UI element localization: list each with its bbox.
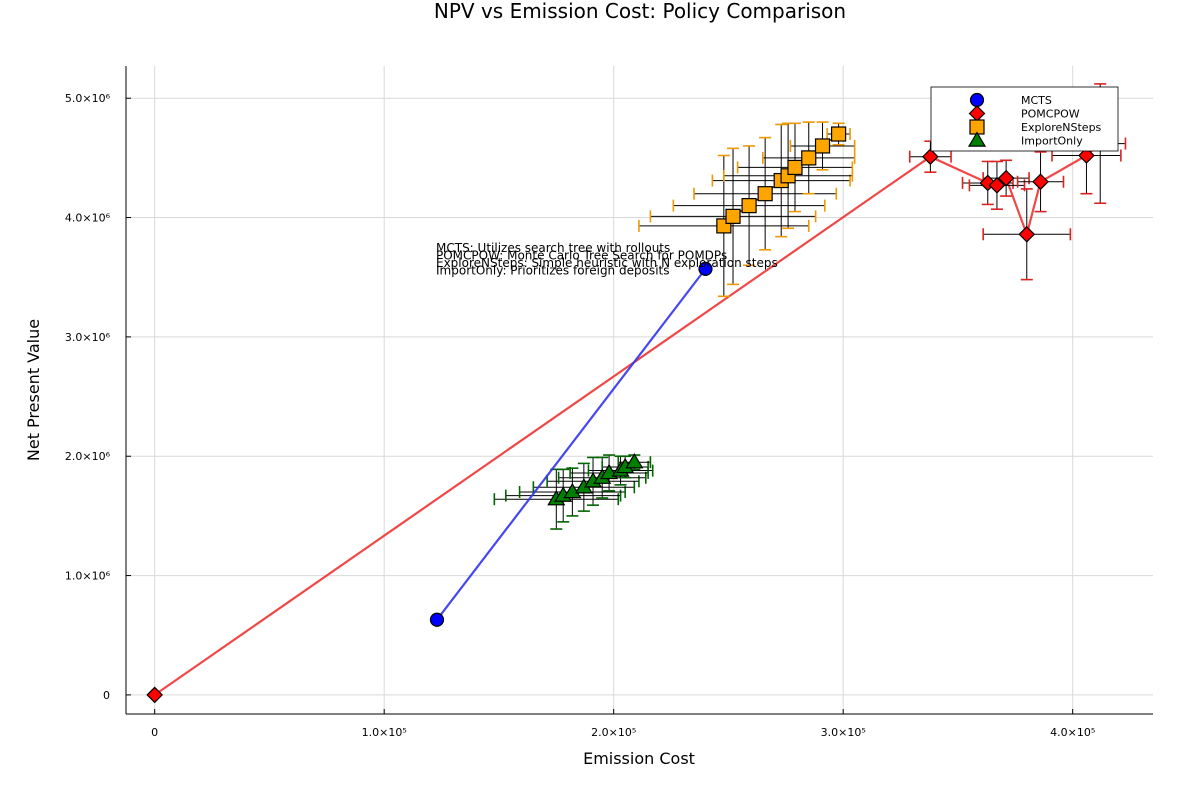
point-mcts: [698, 261, 713, 276]
point-explorensteps: [725, 208, 741, 224]
point-pomcpow: [997, 169, 1015, 187]
x-tick-label: 4.0×10⁵: [1050, 726, 1095, 739]
point-explorensteps: [741, 198, 757, 214]
y-tick-label: 3.0×10⁶: [65, 331, 111, 344]
point-explorensteps: [757, 186, 773, 202]
legend-marker-circle: [969, 92, 985, 108]
point-pomcpow: [922, 148, 939, 166]
series-line: [436, 268, 707, 621]
y-tick-label: 4.0×10⁶: [65, 212, 111, 225]
x-tick-label: 2.0×10⁵: [591, 726, 636, 739]
grid: [126, 66, 1153, 714]
axes: [125, 66, 1153, 715]
legend-label: ImportOnly: [1021, 135, 1083, 148]
y-axis-label: Net Present Value: [24, 319, 43, 461]
annotation-text: MCTS: Utilizes search tree with rollouts: [436, 241, 670, 255]
point-explorensteps: [814, 138, 831, 154]
point-pomcpow: [988, 176, 1006, 194]
y-tick-label: 2.0×10⁶: [65, 450, 111, 463]
series: [146, 83, 1127, 704]
annotation-text: ExploreNSteps: Simple heuristic with N e…: [436, 256, 778, 270]
annotations: MCTS: Utilizes search tree with rollouts…: [436, 241, 778, 278]
y-tick-label: 1.0×10⁶: [65, 570, 111, 583]
legend-box: [930, 86, 1119, 152]
x-tick-label: 0: [151, 726, 158, 739]
point-pomcpow: [1032, 173, 1049, 191]
point-importonly: [625, 453, 644, 469]
series-mcts: [429, 261, 713, 627]
annotation-text: POMCPOW: Monte Carlo Tree Search for POM…: [436, 249, 727, 263]
y-tick-label: 5.0×10⁶: [65, 92, 111, 105]
series-importonly: [493, 453, 654, 530]
chart-title: NPV vs Emission Cost: Policy Comparison: [434, 0, 846, 23]
legend-marker-triangle: [967, 131, 987, 147]
point-mcts: [429, 612, 445, 627]
annotation-text: ImportOnly: Prioritizes foreign deposits: [436, 264, 669, 278]
point-pomcpow: [1018, 225, 1036, 243]
point-pomcpow: [146, 686, 164, 704]
point-pomcpow: [1078, 147, 1095, 164]
point-explorensteps: [801, 150, 817, 166]
tick-labels: 0 1.0×10⁵ 2.0×10⁵ 3.0×10⁵ 4.0×10⁵ 0 1.0×10⁶ 2.0…: [65, 92, 1095, 739]
legend-label: ExploreNSteps: [1021, 121, 1102, 134]
point-explorensteps: [830, 126, 847, 142]
x-tick-label: 1.0×10⁵: [362, 726, 407, 739]
legend-item-pomcpow: POMCPOW: [968, 105, 1080, 122]
series-pomcpow: [146, 83, 1127, 704]
x-axis-label: Emission Cost: [583, 749, 695, 768]
series-line: [154, 142, 1101, 696]
y-tick-label: 0: [103, 689, 110, 702]
x-tick-label: 3.0×10⁵: [821, 726, 866, 739]
legend-item-mcts: MCTS: [969, 92, 1052, 108]
legend-item-importonly: ImportOnly: [967, 131, 1083, 148]
legend-label: POMCPOW: [1021, 108, 1080, 121]
legend-label: MCTS: [1021, 94, 1052, 107]
point-explorensteps: [787, 159, 803, 176]
series-explorensteps: [638, 121, 856, 298]
